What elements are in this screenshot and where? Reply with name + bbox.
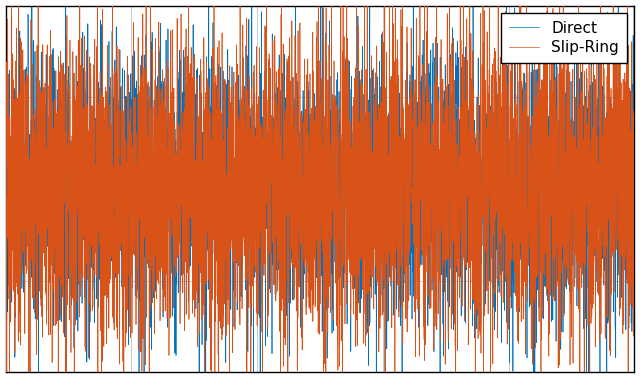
Legend: Direct, Slip-Ring: Direct, Slip-Ring xyxy=(501,13,627,63)
Slip-Ring xyxy=(471,212,479,216)
Direct xyxy=(411,119,419,123)
Direct xyxy=(379,309,387,314)
Slip-Ring xyxy=(379,222,387,226)
Slip-Ring xyxy=(519,235,527,240)
Slip-Ring xyxy=(630,291,638,296)
Direct xyxy=(242,43,250,48)
Slip-Ring xyxy=(411,159,419,164)
Direct xyxy=(116,48,124,53)
Direct xyxy=(471,316,479,321)
Direct xyxy=(630,241,638,246)
Slip-Ring xyxy=(116,236,124,241)
Line: Direct: Direct xyxy=(6,0,634,378)
Direct xyxy=(2,155,10,160)
Direct xyxy=(519,87,527,91)
Slip-Ring xyxy=(2,270,10,275)
Slip-Ring xyxy=(242,217,250,221)
Line: Slip-Ring: Slip-Ring xyxy=(6,0,634,378)
